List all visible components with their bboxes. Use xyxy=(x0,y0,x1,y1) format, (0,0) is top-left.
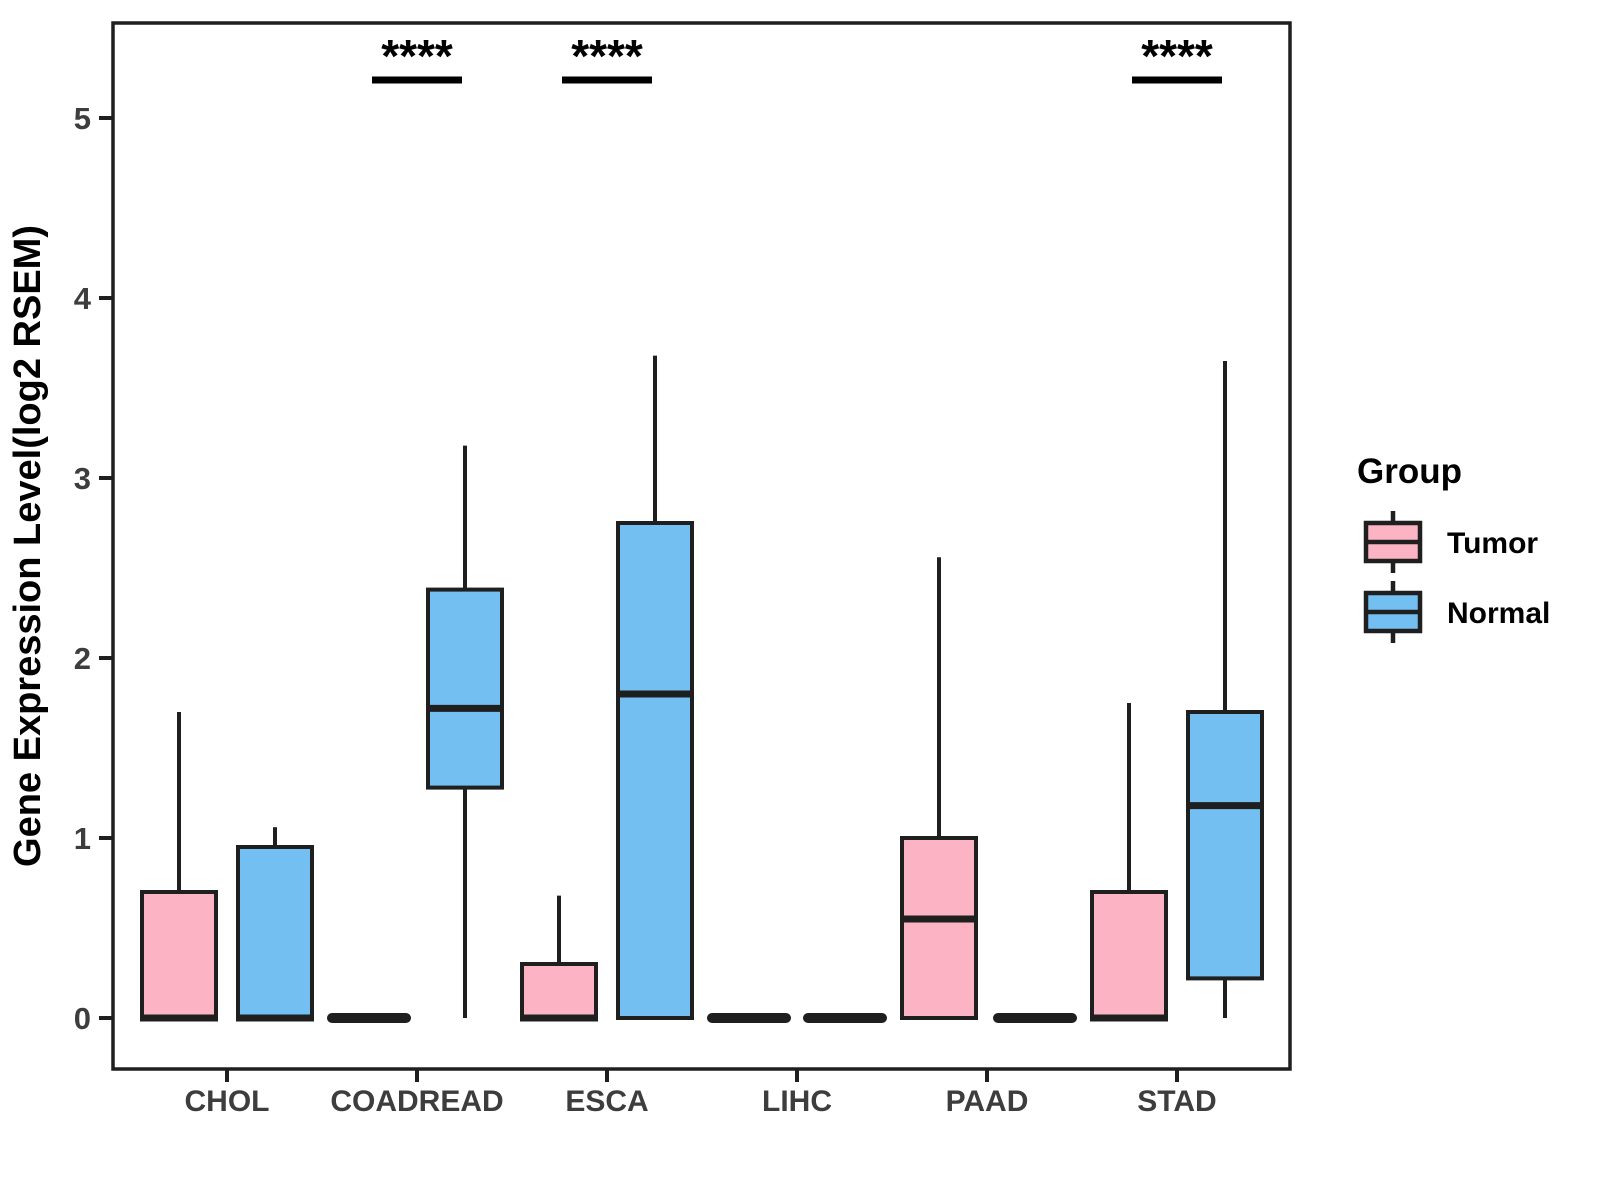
y-axis-title: Gene Expression Level(log2 RSEM) xyxy=(7,225,49,867)
box xyxy=(236,845,314,1020)
y-tick-label: 1 xyxy=(74,821,91,856)
significance-stars: **** xyxy=(381,30,453,82)
x-tick-label: LIHC xyxy=(762,1085,832,1118)
y-tick-label: 3 xyxy=(74,461,91,496)
legend-item-tumor: Tumor xyxy=(1363,511,1538,573)
legend-item-label: Tumor xyxy=(1447,527,1538,560)
y-tick-label: 4 xyxy=(74,281,92,316)
x-tick-label: COADREAD xyxy=(330,1085,503,1118)
y-tick-label: 2 xyxy=(74,641,91,676)
legend-item-label: Normal xyxy=(1447,597,1550,630)
box xyxy=(900,836,978,1020)
x-tick-label: ESCA xyxy=(565,1085,648,1118)
boxplot-esca-normal xyxy=(616,355,694,1020)
significance-marker-stad: **** xyxy=(1132,30,1222,84)
box xyxy=(1090,890,1168,1020)
legend: Group Tumor Normal xyxy=(1357,452,1550,643)
series-tumor xyxy=(140,557,1168,1023)
boxplot-chol-normal xyxy=(236,827,314,1022)
boxplot-stad-tumor xyxy=(1090,703,1168,1022)
series-normal xyxy=(236,355,1264,1023)
box xyxy=(426,587,504,790)
y-tick-label: 5 xyxy=(74,101,91,136)
significance-marker-esca: **** xyxy=(562,30,652,84)
x-tick-label: CHOL xyxy=(185,1085,270,1118)
y-axis: 0 1 2 3 4 5 xyxy=(74,101,113,1036)
x-tick-label: STAD xyxy=(1137,1085,1216,1118)
significance-stars: **** xyxy=(571,30,643,82)
legend-title: Group xyxy=(1357,452,1462,491)
x-axis: CHOL COADREAD ESCA LIHC PAAD STAD xyxy=(185,1069,1217,1118)
boxplot-stad-normal xyxy=(1186,361,1264,1018)
x-tick-label: PAAD xyxy=(946,1085,1029,1118)
box xyxy=(616,521,694,1020)
box xyxy=(520,962,598,1020)
boxplot-chol-tumor xyxy=(140,712,218,1022)
significance-marker-coadread: **** xyxy=(372,30,462,84)
legend-item-normal: Normal xyxy=(1363,581,1550,643)
boxplot-paad-tumor xyxy=(900,557,978,1020)
significance-stars: **** xyxy=(1141,30,1213,82)
boxplot-esca-tumor xyxy=(520,895,598,1022)
box xyxy=(1186,710,1264,981)
box xyxy=(140,890,218,1020)
y-tick-label: 0 xyxy=(74,1001,91,1036)
boxplot-coadread-normal xyxy=(426,445,504,1018)
